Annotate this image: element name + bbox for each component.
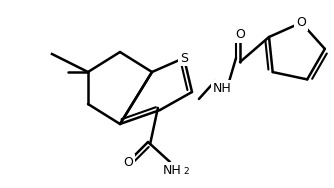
Text: NH: NH xyxy=(163,164,181,177)
Text: O: O xyxy=(235,29,245,42)
Text: 2: 2 xyxy=(183,168,189,177)
Text: NH: NH xyxy=(213,82,231,95)
Text: O: O xyxy=(296,16,306,29)
Text: O: O xyxy=(123,155,133,168)
Text: S: S xyxy=(180,52,188,64)
